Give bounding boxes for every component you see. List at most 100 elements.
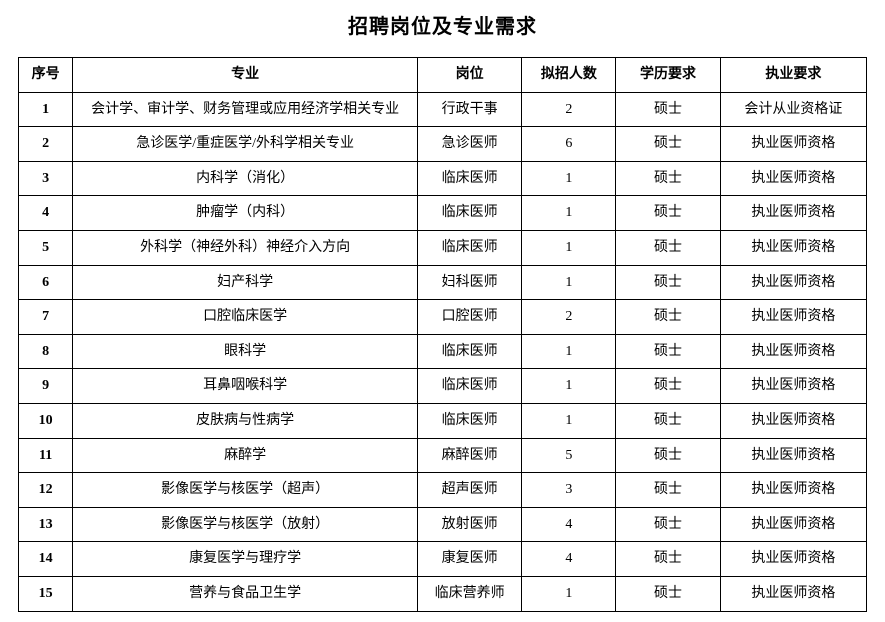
cell-license: 执业医师资格 xyxy=(720,127,866,162)
cell-edu: 硕士 xyxy=(616,473,720,508)
table-body: 1会计学、审计学、财务管理或应用经济学相关专业行政干事2硕士会计从业资格证2急诊… xyxy=(19,92,867,611)
cell-major: 外科学（神经外科）神经介入方向 xyxy=(73,230,418,265)
table-row: 5外科学（神经外科）神经介入方向临床医师1硕士执业医师资格 xyxy=(19,230,867,265)
cell-edu: 硕士 xyxy=(616,438,720,473)
cell-seq: 5 xyxy=(19,230,73,265)
cell-major: 眼科学 xyxy=(73,334,418,369)
cell-position: 临床医师 xyxy=(417,161,521,196)
cell-edu: 硕士 xyxy=(616,507,720,542)
table-row: 15营养与食品卫生学临床营养师1硕士执业医师资格 xyxy=(19,576,867,611)
cell-count: 1 xyxy=(522,403,616,438)
cell-seq: 7 xyxy=(19,300,73,335)
cell-edu: 硕士 xyxy=(616,576,720,611)
table-row: 13影像医学与核医学（放射）放射医师4硕士执业医师资格 xyxy=(19,507,867,542)
cell-license: 执业医师资格 xyxy=(720,300,866,335)
table-row: 14康复医学与理疗学康复医师4硕士执业医师资格 xyxy=(19,542,867,577)
cell-count: 1 xyxy=(522,230,616,265)
page-title: 招聘岗位及专业需求 xyxy=(18,10,867,39)
cell-count: 1 xyxy=(522,161,616,196)
cell-major: 影像医学与核医学（放射） xyxy=(73,507,418,542)
cell-license: 执业医师资格 xyxy=(720,369,866,404)
table-row: 10皮肤病与性病学临床医师1硕士执业医师资格 xyxy=(19,403,867,438)
cell-count: 1 xyxy=(522,196,616,231)
cell-position: 超声医师 xyxy=(417,473,521,508)
cell-seq: 8 xyxy=(19,334,73,369)
cell-major: 妇产科学 xyxy=(73,265,418,300)
cell-edu: 硕士 xyxy=(616,230,720,265)
cell-seq: 12 xyxy=(19,473,73,508)
recruitment-table: 序号 专业 岗位 拟招人数 学历要求 执业要求 1会计学、审计学、财务管理或应用… xyxy=(18,57,867,612)
cell-seq: 10 xyxy=(19,403,73,438)
col-header-position: 岗位 xyxy=(417,58,521,93)
cell-license: 执业医师资格 xyxy=(720,265,866,300)
cell-count: 6 xyxy=(522,127,616,162)
cell-position: 行政干事 xyxy=(417,92,521,127)
cell-position: 临床医师 xyxy=(417,369,521,404)
cell-count: 2 xyxy=(522,92,616,127)
table-row: 11麻醉学麻醉医师5硕士执业医师资格 xyxy=(19,438,867,473)
cell-seq: 6 xyxy=(19,265,73,300)
cell-edu: 硕士 xyxy=(616,127,720,162)
cell-position: 口腔医师 xyxy=(417,300,521,335)
cell-edu: 硕士 xyxy=(616,196,720,231)
cell-major: 营养与食品卫生学 xyxy=(73,576,418,611)
col-header-major: 专业 xyxy=(73,58,418,93)
cell-major: 皮肤病与性病学 xyxy=(73,403,418,438)
col-header-edu: 学历要求 xyxy=(616,58,720,93)
cell-position: 临床医师 xyxy=(417,196,521,231)
cell-seq: 3 xyxy=(19,161,73,196)
cell-edu: 硕士 xyxy=(616,334,720,369)
cell-position: 康复医师 xyxy=(417,542,521,577)
cell-major: 肿瘤学（内科） xyxy=(73,196,418,231)
cell-major: 口腔临床医学 xyxy=(73,300,418,335)
cell-major: 影像医学与核医学（超声） xyxy=(73,473,418,508)
cell-position: 放射医师 xyxy=(417,507,521,542)
table-row: 2急诊医学/重症医学/外科学相关专业急诊医师6硕士执业医师资格 xyxy=(19,127,867,162)
cell-major: 内科学（消化） xyxy=(73,161,418,196)
table-row: 3内科学（消化）临床医师1硕士执业医师资格 xyxy=(19,161,867,196)
cell-seq: 13 xyxy=(19,507,73,542)
cell-position: 临床医师 xyxy=(417,230,521,265)
cell-license: 会计从业资格证 xyxy=(720,92,866,127)
cell-position: 急诊医师 xyxy=(417,127,521,162)
cell-seq: 9 xyxy=(19,369,73,404)
cell-seq: 15 xyxy=(19,576,73,611)
table-row: 9耳鼻咽喉科学临床医师1硕士执业医师资格 xyxy=(19,369,867,404)
cell-count: 1 xyxy=(522,265,616,300)
table-row: 1会计学、审计学、财务管理或应用经济学相关专业行政干事2硕士会计从业资格证 xyxy=(19,92,867,127)
cell-position: 临床医师 xyxy=(417,334,521,369)
cell-license: 执业医师资格 xyxy=(720,230,866,265)
cell-major: 耳鼻咽喉科学 xyxy=(73,369,418,404)
cell-position: 临床营养师 xyxy=(417,576,521,611)
cell-count: 4 xyxy=(522,507,616,542)
cell-license: 执业医师资格 xyxy=(720,161,866,196)
table-row: 4肿瘤学（内科）临床医师1硕士执业医师资格 xyxy=(19,196,867,231)
table-row: 6妇产科学妇科医师1硕士执业医师资格 xyxy=(19,265,867,300)
cell-count: 3 xyxy=(522,473,616,508)
cell-position: 临床医师 xyxy=(417,403,521,438)
cell-edu: 硕士 xyxy=(616,403,720,438)
cell-license: 执业医师资格 xyxy=(720,334,866,369)
cell-count: 1 xyxy=(522,334,616,369)
cell-license: 执业医师资格 xyxy=(720,438,866,473)
cell-license: 执业医师资格 xyxy=(720,473,866,508)
cell-count: 5 xyxy=(522,438,616,473)
cell-count: 1 xyxy=(522,576,616,611)
col-header-license: 执业要求 xyxy=(720,58,866,93)
cell-major: 会计学、审计学、财务管理或应用经济学相关专业 xyxy=(73,92,418,127)
cell-license: 执业医师资格 xyxy=(720,403,866,438)
cell-seq: 11 xyxy=(19,438,73,473)
cell-major: 麻醉学 xyxy=(73,438,418,473)
cell-license: 执业医师资格 xyxy=(720,507,866,542)
cell-position: 麻醉医师 xyxy=(417,438,521,473)
cell-edu: 硕士 xyxy=(616,300,720,335)
cell-edu: 硕士 xyxy=(616,542,720,577)
cell-count: 1 xyxy=(522,369,616,404)
cell-license: 执业医师资格 xyxy=(720,542,866,577)
cell-major: 康复医学与理疗学 xyxy=(73,542,418,577)
cell-license: 执业医师资格 xyxy=(720,576,866,611)
cell-seq: 1 xyxy=(19,92,73,127)
cell-edu: 硕士 xyxy=(616,92,720,127)
cell-count: 2 xyxy=(522,300,616,335)
cell-edu: 硕士 xyxy=(616,369,720,404)
